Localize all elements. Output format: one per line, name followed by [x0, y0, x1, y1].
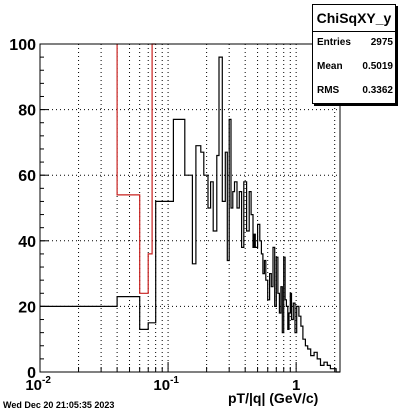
x-axis-title: pT/|q| (GeV/c) [228, 390, 319, 406]
stats-mean-row: Mean 0.5019 [317, 61, 393, 72]
histogram-red-series [116, 43, 156, 294]
stats-entries-value: 2975 [370, 37, 393, 48]
stats-entries-row: Entries 2975 [317, 37, 393, 48]
y-tick-label: 60 [18, 168, 36, 185]
stats-rms-row: RMS 0.3362 [317, 85, 393, 96]
x-tick-exponent: -2 [42, 375, 51, 386]
stats-rms-value: 0.3362 [362, 85, 393, 96]
y-tick-label: 40 [18, 234, 36, 251]
y-tick-label: 0 [27, 365, 36, 382]
timestamp: Wed Dec 20 21:05:35 2023 [3, 400, 115, 410]
stats-mean-label: Mean [317, 61, 343, 72]
stats-rms-label: RMS [317, 85, 340, 96]
stats-mean-value: 0.5019 [362, 61, 393, 72]
x-tick-label: 10 [153, 377, 170, 394]
plot-frame [39, 43, 341, 373]
stats-box: ChiSqXY_y Entries 2975 Mean 0.5019 RMS 0… [312, 4, 396, 104]
x-tick-exponent: -1 [170, 375, 179, 386]
stats-title: ChiSqXY_y [313, 5, 395, 32]
x-tick-label: 10 [25, 377, 42, 394]
x-tick-label: 1 [292, 377, 300, 394]
histogram-black-series [40, 56, 340, 373]
y-tick-label: 100 [9, 37, 36, 54]
y-tick-label: 20 [18, 299, 36, 316]
stats-entries-label: Entries [317, 37, 351, 48]
y-tick-label: 80 [18, 103, 36, 120]
